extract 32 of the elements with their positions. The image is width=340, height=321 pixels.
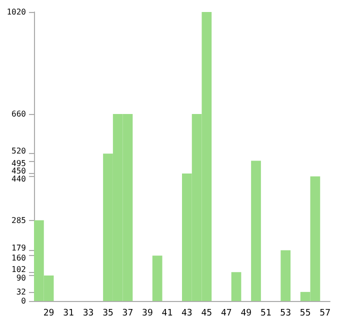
- y-tick-label: 450: [12, 166, 26, 176]
- y-tick-label: 660: [12, 110, 26, 118]
- x-tick-label: 31: [63, 308, 74, 318]
- x-tick-label: 33: [82, 308, 94, 318]
- y-tick-label: 0: [21, 296, 26, 306]
- x-tick-label: 49: [240, 308, 252, 318]
- y-tick-label: 102: [12, 265, 26, 274]
- y-tick-label: 90: [16, 274, 26, 282]
- y-tick-label: 160: [12, 254, 26, 263]
- x-tick-label: 45: [201, 308, 212, 318]
- y-tick-label: 520: [12, 146, 26, 156]
- x-tick-label: 47: [220, 308, 232, 318]
- bar: [251, 160, 261, 301]
- x-tick-label: 41: [162, 308, 173, 318]
- x-tick-label: 29: [43, 308, 54, 318]
- x-tick-label: 35: [102, 308, 114, 318]
- y-tick-label: 440: [12, 174, 26, 184]
- y-tick-label: 285: [12, 216, 26, 225]
- x-tick-label: 57: [320, 308, 330, 318]
- bar: [152, 256, 162, 301]
- bar: [280, 250, 291, 301]
- x-tick-label: 51: [260, 308, 272, 318]
- x-tick-label: 55: [300, 308, 311, 318]
- x-tick-label: 53: [280, 308, 292, 318]
- bar: [231, 272, 242, 301]
- y-tick-label: 179: [12, 243, 26, 252]
- x-tick-label: 39: [142, 308, 153, 318]
- x-tick-label: 37: [122, 308, 134, 318]
- x-tick-label: 43: [182, 308, 192, 318]
- y-tick-label: 1020: [6, 8, 26, 16]
- y-tick-label: 32: [16, 287, 26, 296]
- y-tick-label: 495: [12, 158, 26, 168]
